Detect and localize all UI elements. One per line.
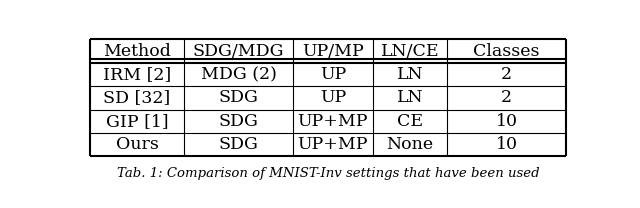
Text: 10: 10: [495, 113, 518, 130]
Text: MDG (2): MDG (2): [201, 66, 276, 83]
Text: CE: CE: [397, 113, 423, 130]
Text: UP: UP: [320, 89, 346, 106]
Text: None: None: [387, 136, 433, 153]
Text: IRM [2]: IRM [2]: [103, 66, 171, 83]
Text: Method: Method: [103, 43, 171, 59]
Text: 2: 2: [501, 66, 512, 83]
Text: UP/MP: UP/MP: [302, 43, 364, 59]
Text: SDG: SDG: [219, 113, 259, 130]
Text: UP: UP: [320, 66, 346, 83]
Text: 2: 2: [501, 89, 512, 106]
Text: GIP [1]: GIP [1]: [106, 113, 168, 130]
Text: Tab. 1: Comparison of MNIST-Inv settings that have been used: Tab. 1: Comparison of MNIST-Inv settings…: [116, 167, 540, 180]
Text: SDG: SDG: [219, 136, 259, 153]
Text: SDG: SDG: [219, 89, 259, 106]
Text: LN: LN: [397, 66, 423, 83]
Text: SDG/MDG: SDG/MDG: [193, 43, 284, 59]
Text: Classes: Classes: [474, 43, 540, 59]
Text: Ours: Ours: [116, 136, 159, 153]
Text: LN/CE: LN/CE: [381, 43, 439, 59]
Text: LN: LN: [397, 89, 423, 106]
Text: 10: 10: [495, 136, 518, 153]
Text: SD [32]: SD [32]: [104, 89, 171, 106]
Text: UP+MP: UP+MP: [298, 136, 368, 153]
Text: UP+MP: UP+MP: [298, 113, 368, 130]
